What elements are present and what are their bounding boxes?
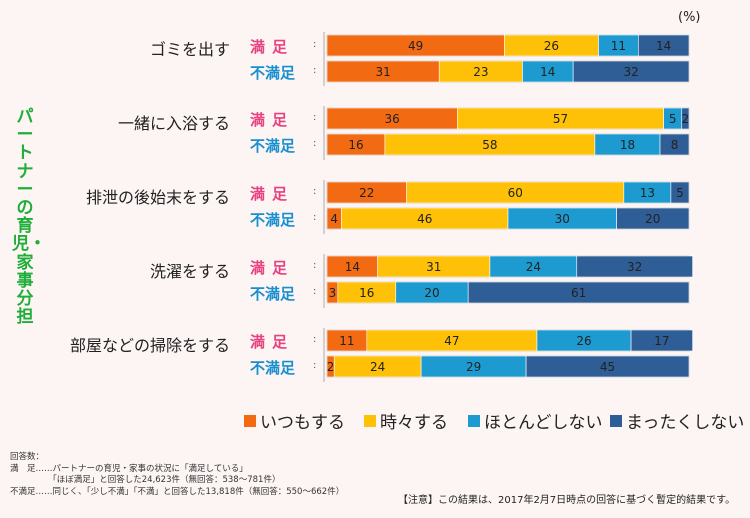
dissatisfied-label: 不満足 bbox=[250, 359, 296, 377]
legend-swatch bbox=[244, 414, 256, 427]
provisional-notice: 【注意】この結果は、2017年2月7日時点の回答に基づく暫定的結果です。 bbox=[398, 495, 736, 506]
data-label: 11 bbox=[611, 39, 626, 53]
legend-swatch bbox=[468, 414, 480, 427]
label-separator: : bbox=[313, 360, 317, 371]
data-label: 26 bbox=[576, 334, 591, 348]
bar-segment bbox=[670, 181, 690, 204]
satisfied-label: 満足 bbox=[250, 333, 295, 351]
data-label: 3 bbox=[329, 286, 337, 300]
label-separator: : bbox=[313, 112, 317, 123]
data-label: 5 bbox=[676, 186, 684, 200]
dissatisfied-label: 不満足 bbox=[250, 137, 296, 155]
category-label: 洗濯をする bbox=[149, 262, 230, 281]
data-label: 2 bbox=[682, 112, 690, 126]
legend-item-always: いつもする bbox=[244, 408, 345, 433]
data-label: 45 bbox=[600, 360, 615, 374]
bar-segment bbox=[630, 329, 693, 352]
data-label: 23 bbox=[473, 65, 488, 79]
legend-label: まったくしない bbox=[626, 413, 745, 433]
dissatisfied-label: 不満足 bbox=[250, 285, 296, 303]
data-label: 61 bbox=[571, 286, 586, 300]
bar-segment bbox=[681, 107, 690, 130]
data-label: 16 bbox=[359, 286, 374, 300]
data-label: 46 bbox=[417, 212, 432, 226]
satisfied-label: 満足 bbox=[250, 259, 295, 277]
dissatisfied-label: 不満足 bbox=[250, 211, 296, 229]
legend-swatch bbox=[364, 414, 376, 427]
bar-segment bbox=[572, 60, 690, 83]
bar-segment bbox=[616, 207, 690, 230]
legend-label: ほとんどしない bbox=[484, 413, 603, 433]
bar-segment bbox=[467, 281, 690, 304]
label-separator: : bbox=[313, 286, 317, 297]
data-label: 16 bbox=[348, 138, 363, 152]
data-label: 17 bbox=[654, 334, 669, 348]
satisfied-label: 満足 bbox=[250, 111, 295, 129]
category-label: 部屋などの掃除をする bbox=[69, 336, 230, 355]
data-label: 32 bbox=[623, 65, 638, 79]
legend-label: 時々する bbox=[380, 413, 448, 433]
data-label: 49 bbox=[408, 39, 423, 53]
label-separator: : bbox=[313, 65, 317, 76]
data-label: 47 bbox=[444, 334, 459, 348]
label-separator: : bbox=[313, 186, 317, 197]
label-separator: : bbox=[313, 334, 317, 345]
data-label: 60 bbox=[508, 186, 523, 200]
data-label: 8 bbox=[671, 138, 679, 152]
data-label: 22 bbox=[359, 186, 374, 200]
data-label: 58 bbox=[482, 138, 497, 152]
label-separator: : bbox=[313, 212, 317, 223]
dissatisfied-label: 不満足 bbox=[250, 64, 296, 82]
data-label: 26 bbox=[544, 39, 559, 53]
data-label: 36 bbox=[385, 112, 400, 126]
data-label: 4 bbox=[330, 212, 338, 226]
data-label: 11 bbox=[339, 334, 354, 348]
side-title: パートナーの育児・家事分担 bbox=[12, 107, 46, 328]
data-label: 2 bbox=[327, 360, 335, 374]
unit-label: (%) bbox=[678, 10, 701, 25]
bar-segment bbox=[525, 355, 690, 378]
response-notes: 回答数： 満 足……パートナーの育児・家事の状況に「満足している」 「ほぼ満足」… bbox=[10, 452, 344, 498]
category-label: 一緒に入浴する bbox=[117, 114, 230, 133]
legend-item-never: まったくしない bbox=[610, 408, 744, 433]
data-label: 14 bbox=[540, 65, 555, 79]
bar-segment bbox=[638, 34, 690, 57]
data-label: 20 bbox=[645, 212, 660, 226]
data-label: 20 bbox=[424, 286, 439, 300]
data-label: 24 bbox=[526, 260, 541, 274]
data-label: 31 bbox=[375, 65, 390, 79]
notes-line: 不満足……同じく、「少し不満」「不満」と回答した13,818件（無回答：550〜… bbox=[10, 486, 345, 497]
label-separator: : bbox=[313, 260, 317, 271]
label-separator: : bbox=[313, 39, 317, 50]
data-label: 29 bbox=[466, 360, 481, 374]
data-label: 5 bbox=[669, 112, 677, 126]
data-label: 31 bbox=[426, 260, 441, 274]
legend-swatch bbox=[610, 414, 622, 427]
label-separator: : bbox=[313, 138, 317, 149]
data-label: 18 bbox=[620, 138, 635, 152]
category-label: 排泄の後始末をする bbox=[85, 188, 230, 207]
data-label: 24 bbox=[370, 360, 385, 374]
notes-line: 満 足……パートナーの育児・家事の状況に「満足している」 bbox=[10, 463, 248, 474]
legend-item-sometimes: 時々する bbox=[364, 408, 448, 433]
data-label: 30 bbox=[555, 212, 570, 226]
satisfied-label: 満足 bbox=[250, 185, 295, 203]
satisfied-label: 満足 bbox=[250, 38, 295, 56]
data-label: 57 bbox=[553, 112, 568, 126]
bar-segment bbox=[576, 255, 693, 278]
category-label: ゴミを出す bbox=[149, 40, 230, 59]
notes-line: 「ほぼ満足」と回答した24,623件（無回答：538〜781件） bbox=[10, 475, 281, 485]
data-label: 14 bbox=[345, 260, 360, 274]
notes-heading: 回答数： bbox=[10, 452, 45, 462]
legend-label: いつもする bbox=[260, 413, 345, 433]
data-label: 14 bbox=[656, 39, 671, 53]
legend-item-rarely: ほとんどしない bbox=[468, 408, 603, 433]
data-label: 32 bbox=[627, 260, 642, 274]
data-label: 13 bbox=[640, 186, 655, 200]
bar-segment bbox=[659, 133, 690, 156]
